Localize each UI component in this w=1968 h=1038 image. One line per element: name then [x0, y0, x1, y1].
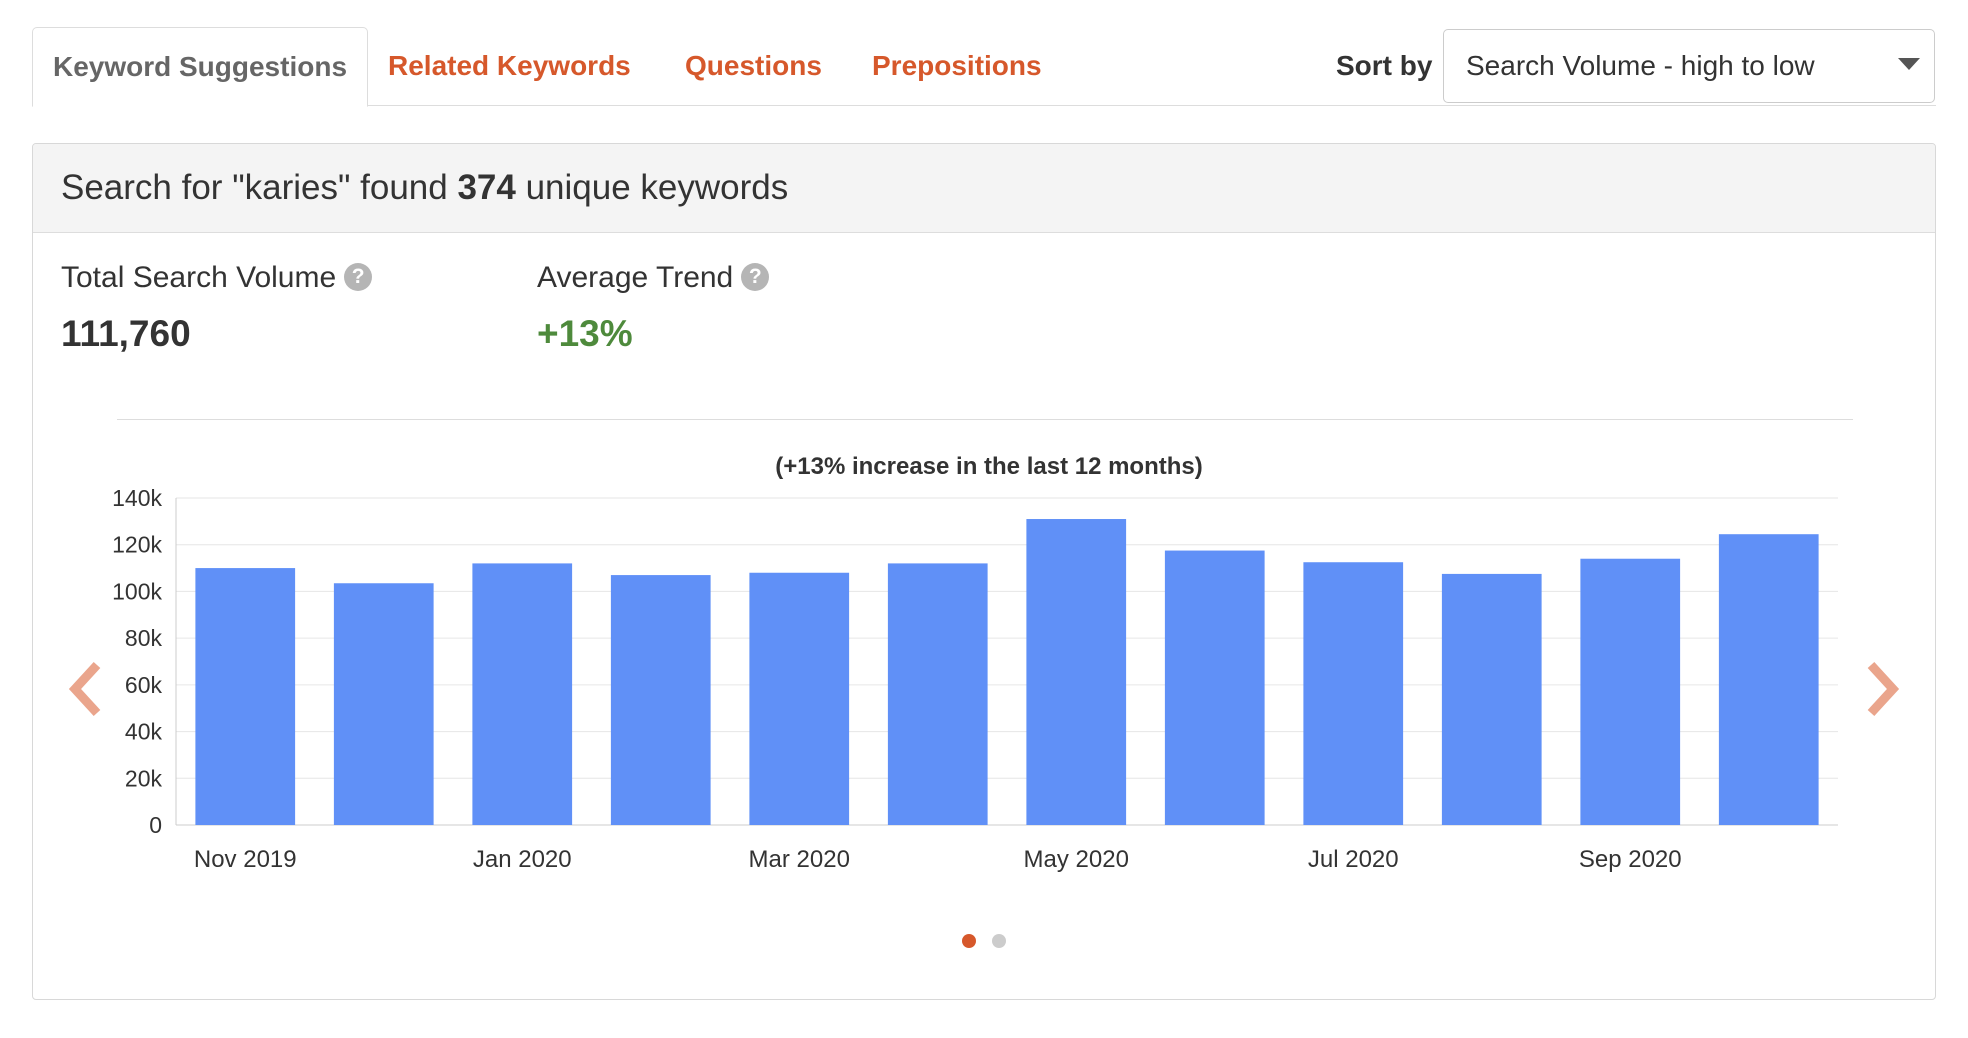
divider [117, 419, 1853, 420]
help-icon[interactable]: ? [741, 263, 770, 291]
help-icon[interactable]: ? [344, 263, 373, 291]
chevron-right-icon [1867, 661, 1900, 717]
tab-bar: Keyword Suggestions Related Keywords Que… [32, 27, 1936, 107]
bar [1441, 573, 1542, 825]
y-tick-label: 140k [112, 485, 162, 511]
y-tick-label: 100k [112, 578, 162, 604]
bar [887, 563, 988, 825]
sort-select[interactable]: Search Volume - high to low [1443, 29, 1935, 103]
total-label-text: Total Search Volume [61, 261, 337, 294]
carousel-pagination [33, 934, 1935, 953]
bar [195, 568, 296, 825]
summary-prefix: Search for "karies" found [61, 168, 458, 207]
chart-title: (+13% increase in the last 12 months) [775, 453, 1203, 480]
bar [1026, 519, 1127, 825]
tab-related-keywords[interactable]: Related Keywords [388, 50, 631, 81]
carousel-dot[interactable] [992, 934, 1006, 948]
tab-keyword-suggestions[interactable]: Keyword Suggestions [32, 27, 368, 107]
tab-questions[interactable]: Questions [685, 50, 822, 81]
x-tick-label: Jan 2020 [473, 846, 572, 873]
carousel-next-button[interactable] [1863, 659, 1903, 719]
y-tick-label: 60k [125, 672, 163, 698]
chevron-left-icon [68, 661, 101, 717]
y-tick-label: 0 [149, 812, 162, 838]
x-tick-label: Jul 2020 [1308, 846, 1399, 873]
sort-selected-value: Search Volume - high to low [1466, 50, 1815, 81]
x-tick-label: Sep 2020 [1579, 846, 1682, 873]
y-tick-label: 120k [112, 532, 162, 558]
carousel-dot[interactable] [962, 934, 976, 948]
bar [1718, 534, 1819, 825]
bar [1580, 558, 1681, 825]
total-search-volume-label: Total Search Volume? [61, 261, 373, 295]
x-tick-label: Nov 2019 [194, 846, 297, 873]
carousel-prev-button[interactable] [65, 659, 105, 719]
average-trend-label: Average Trend? [537, 261, 770, 295]
y-tick-label: 80k [125, 625, 163, 651]
bar [610, 575, 711, 825]
x-tick-label: Mar 2020 [749, 846, 850, 873]
tab-prepositions[interactable]: Prepositions [872, 50, 1042, 81]
bar [749, 572, 850, 825]
results-summary: Search for "karies" found 374 unique key… [61, 144, 788, 232]
y-tick-label: 40k [125, 719, 163, 745]
bar [472, 563, 573, 825]
panel-header: Search for "karies" found 374 unique key… [33, 144, 1935, 233]
bar [1164, 550, 1265, 825]
trend-label-text: Average Trend [537, 261, 734, 294]
results-panel: Search for "karies" found 374 unique key… [32, 143, 1936, 1000]
total-search-volume-value: 111,760 [61, 313, 191, 354]
y-tick-label: 20k [125, 765, 163, 791]
search-volume-bar-chart: 0 20k 40k 60k 80k 100k 120k 140k Nov 2019 Jan 202… [112, 485, 1838, 873]
x-tick-label: May 2020 [1024, 846, 1129, 873]
keyword-count: 374 [457, 168, 516, 207]
bar [1303, 562, 1404, 825]
sort-by-label: Sort by [1336, 50, 1433, 81]
caret-down-icon [1898, 58, 1920, 70]
summary-suffix: unique keywords [515, 168, 789, 207]
bar [333, 583, 434, 825]
average-trend-value: +13% [537, 313, 633, 354]
